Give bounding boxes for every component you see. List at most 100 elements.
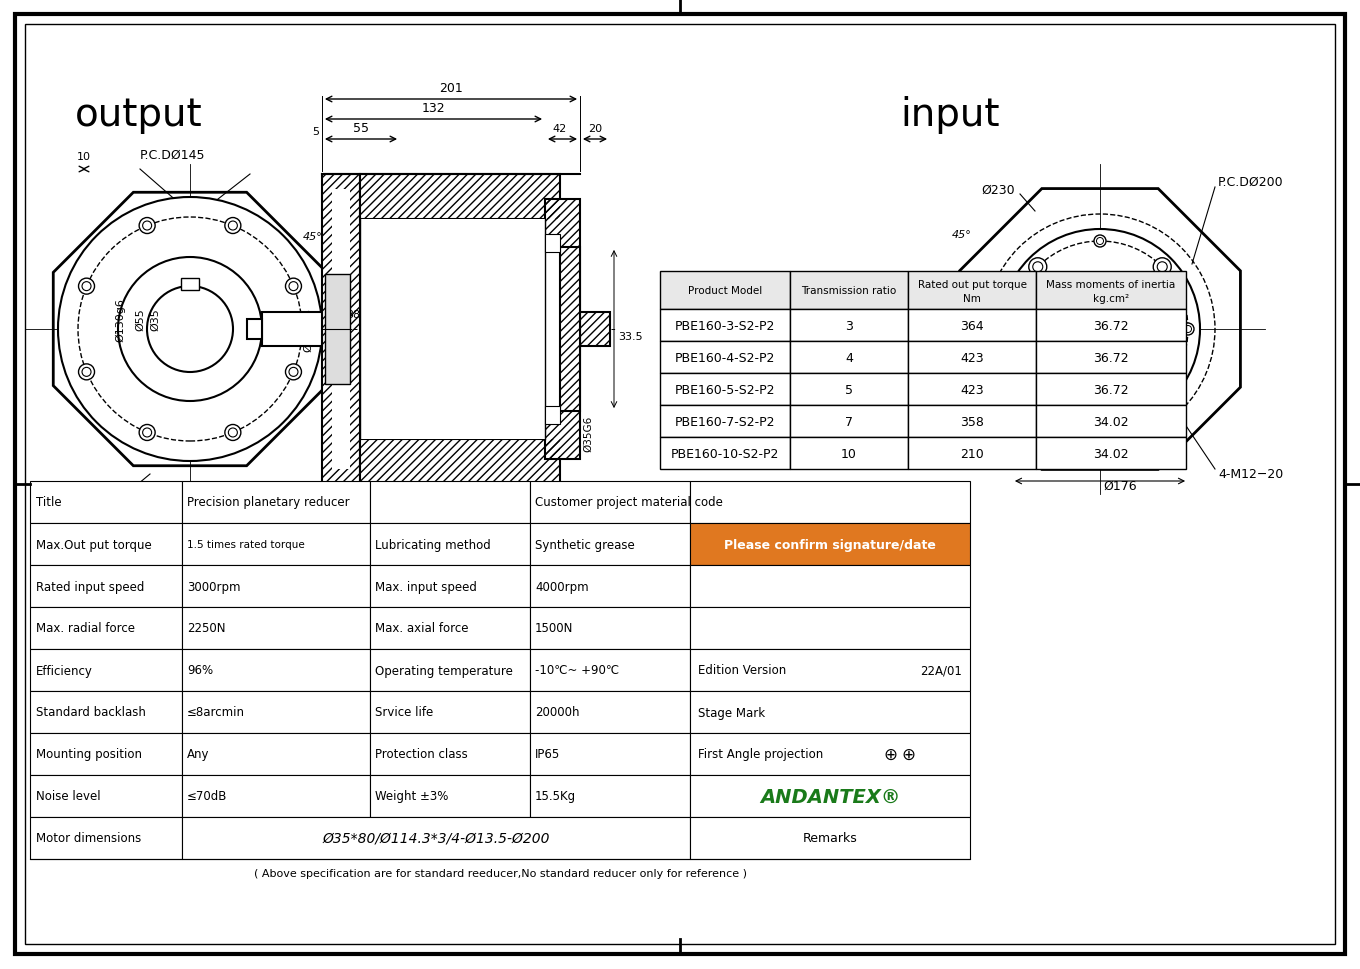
Bar	[360, 440, 560, 484]
Text: Mass moments of inertia: Mass moments of inertia	[1046, 280, 1175, 290]
Text: 10: 10	[78, 152, 91, 162]
Circle shape	[1117, 346, 1129, 359]
Text: P.C.DØ200: P.C.DØ200	[1219, 175, 1284, 188]
Text: Standard backlash: Standard backlash	[35, 705, 146, 719]
Text: Max. axial force: Max. axial force	[375, 622, 468, 635]
Bar	[545, 200, 579, 459]
Text: 5: 5	[313, 127, 320, 137]
Text: Max.Out put torque: Max.Out put torque	[35, 538, 152, 551]
Bar	[370, 734, 530, 775]
Bar	[530, 482, 690, 523]
Bar	[332, 190, 350, 470]
Text: ( Above specification are for standard reeducer,No standard reducer only for ref: ( Above specification are for standard r…	[253, 868, 747, 878]
Bar	[370, 482, 530, 523]
Circle shape	[58, 198, 322, 461]
Circle shape	[1062, 324, 1074, 335]
Bar	[370, 608, 530, 649]
Bar	[30, 523, 182, 566]
Text: Customer project material code: Customer project material code	[534, 496, 724, 509]
Bar	[530, 608, 690, 649]
Bar	[560, 248, 579, 412]
Circle shape	[286, 279, 302, 295]
Bar	[908, 310, 1036, 342]
Text: 3: 3	[845, 319, 853, 332]
Bar	[660, 374, 790, 406]
Bar	[908, 406, 1036, 438]
Circle shape	[1093, 292, 1106, 303]
Circle shape	[1049, 278, 1152, 382]
Text: 36.72: 36.72	[1093, 319, 1129, 332]
Bar	[579, 313, 611, 347]
Bar	[30, 817, 182, 860]
Text: Ø130g6: Ø130g6	[303, 308, 313, 352]
Bar	[690, 817, 970, 860]
Text: 132: 132	[422, 102, 445, 115]
Circle shape	[224, 425, 241, 441]
Text: 42: 42	[552, 124, 567, 134]
Bar	[690, 566, 970, 608]
Bar	[690, 691, 970, 734]
Text: ANDANTEX®: ANDANTEX®	[760, 787, 900, 805]
Bar	[248, 320, 262, 340]
Bar	[322, 174, 360, 484]
Bar	[908, 271, 1036, 310]
Text: output: output	[75, 96, 203, 134]
Text: Any: Any	[188, 748, 209, 761]
Text: Protection class: Protection class	[375, 748, 468, 761]
Text: 34.02: 34.02	[1093, 415, 1129, 428]
Text: 7: 7	[845, 415, 853, 428]
Bar	[1036, 310, 1186, 342]
Text: Mounting position: Mounting position	[35, 748, 141, 761]
Text: Rated out put torque: Rated out put torque	[918, 280, 1027, 290]
Text: ⊕: ⊕	[902, 745, 915, 764]
Text: Title: Title	[35, 496, 61, 509]
Text: Ø55: Ø55	[316, 318, 325, 341]
Text: Ø35: Ø35	[150, 308, 160, 331]
Text: Rated input speed: Rated input speed	[35, 579, 144, 593]
Text: Synthetic grease: Synthetic grease	[534, 538, 635, 551]
Bar	[182, 775, 370, 817]
Text: Max. input speed: Max. input speed	[375, 579, 477, 593]
Text: Lubricating method: Lubricating method	[375, 538, 491, 551]
Text: 210: 210	[960, 447, 983, 460]
Bar	[690, 523, 970, 566]
Text: P.C.DØ145: P.C.DØ145	[140, 149, 205, 162]
Circle shape	[1062, 292, 1138, 367]
Text: IP65: IP65	[534, 748, 560, 761]
Circle shape	[1072, 346, 1084, 359]
Text: 55: 55	[354, 122, 369, 135]
Bar	[30, 482, 182, 523]
Text: 36.72: 36.72	[1093, 351, 1129, 364]
Bar	[530, 523, 690, 566]
Text: Ø35G6: Ø35G6	[583, 416, 593, 452]
Text: Ø55: Ø55	[135, 308, 146, 331]
Text: PBE160-3-S2-P2: PBE160-3-S2-P2	[675, 319, 775, 332]
Bar	[182, 566, 370, 608]
Bar	[30, 649, 182, 691]
Text: PBE160-4-S2-P2: PBE160-4-S2-P2	[675, 351, 775, 364]
Text: PBE160-10-S2-P2: PBE160-10-S2-P2	[670, 447, 779, 460]
Text: Max. radial force: Max. radial force	[35, 622, 135, 635]
Bar	[182, 691, 370, 734]
Text: 10: 10	[488, 526, 502, 537]
Text: Weight ±3%: Weight ±3%	[375, 790, 449, 802]
Text: Ø176: Ø176	[1103, 480, 1137, 492]
Bar	[182, 734, 370, 775]
Bar	[660, 271, 790, 310]
Text: Ø114.3G6: Ø114.3G6	[563, 263, 573, 312]
Bar	[182, 523, 370, 566]
Bar	[370, 691, 530, 734]
Circle shape	[139, 425, 155, 441]
Bar	[530, 691, 690, 734]
Text: Precision planetary reducer: Precision planetary reducer	[188, 496, 350, 509]
Text: 1.5 times rated torque: 1.5 times rated torque	[188, 540, 305, 549]
Bar	[545, 248, 564, 412]
Bar	[545, 200, 579, 459]
Bar	[1036, 271, 1186, 310]
Bar	[908, 438, 1036, 470]
Bar	[560, 248, 579, 412]
Text: 423: 423	[960, 383, 983, 396]
Bar	[690, 608, 970, 649]
Text: Ø230: Ø230	[982, 183, 1015, 197]
Bar	[30, 566, 182, 608]
